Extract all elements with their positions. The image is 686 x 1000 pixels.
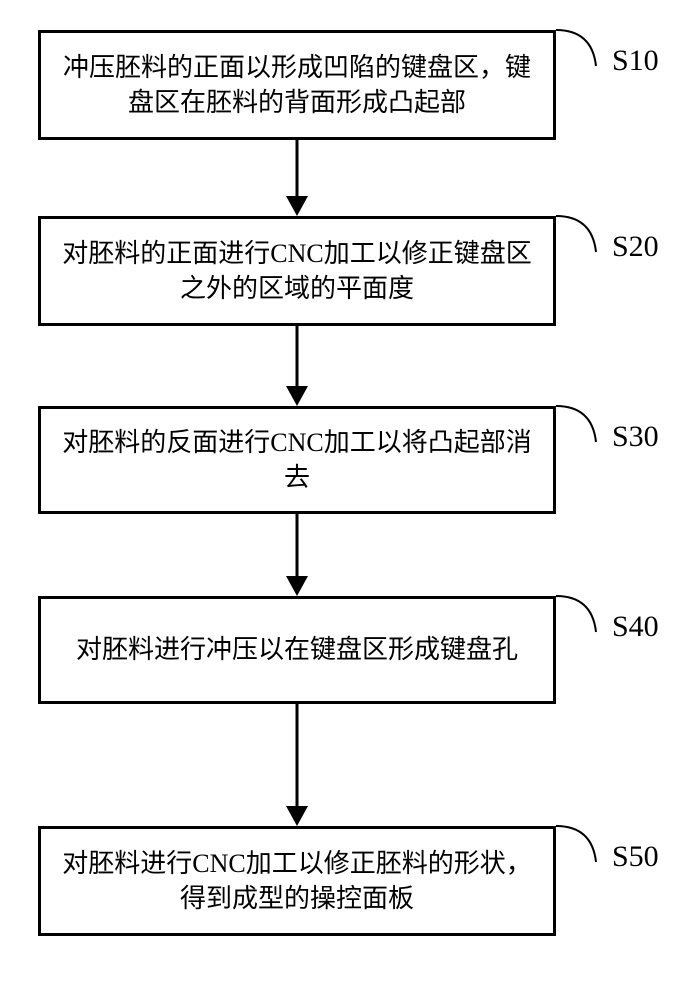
flowchart-canvas: 冲压胚料的正面以形成凹陷的键盘区，键盘区在胚料的背面形成凸起部 S10 对胚料的…: [0, 0, 686, 1000]
step-box-s40: 对胚料进行冲压以在键盘区形成键盘孔: [38, 596, 556, 704]
step-label-s40: S40: [612, 610, 659, 644]
step-text: 对胚料的正面进行CNC加工以修正键盘区之外的区域的平面度: [53, 236, 541, 306]
step-label-s20: S20: [612, 230, 659, 264]
step-box-s10: 冲压胚料的正面以形成凹陷的键盘区，键盘区在胚料的背面形成凸起部: [38, 30, 556, 140]
bracket-s10: [556, 30, 612, 90]
step-label-s30: S30: [612, 420, 659, 454]
arrow-s30-s40: [285, 514, 309, 596]
bracket-s50: [556, 826, 612, 886]
arrow-s10-s20: [285, 140, 309, 216]
step-box-s50: 对胚料进行CNC加工以修正胚料的形状，得到成型的操控面板: [38, 826, 556, 936]
bracket-s20: [556, 216, 612, 276]
arrow-s40-s50: [285, 704, 309, 826]
arrow-s20-s30: [285, 326, 309, 406]
bracket-s40: [556, 596, 612, 656]
step-box-s20: 对胚料的正面进行CNC加工以修正键盘区之外的区域的平面度: [38, 216, 556, 326]
step-label-s50: S50: [612, 840, 659, 874]
step-text: 冲压胚料的正面以形成凹陷的键盘区，键盘区在胚料的背面形成凸起部: [53, 50, 541, 120]
step-label-s10: S10: [612, 44, 659, 78]
step-text: 对胚料进行冲压以在键盘区形成键盘孔: [76, 632, 518, 667]
step-text: 对胚料的反面进行CNC加工以将凸起部消去: [53, 425, 541, 495]
bracket-s30: [556, 406, 612, 466]
step-box-s30: 对胚料的反面进行CNC加工以将凸起部消去: [38, 406, 556, 514]
step-text: 对胚料进行CNC加工以修正胚料的形状，得到成型的操控面板: [53, 846, 541, 916]
